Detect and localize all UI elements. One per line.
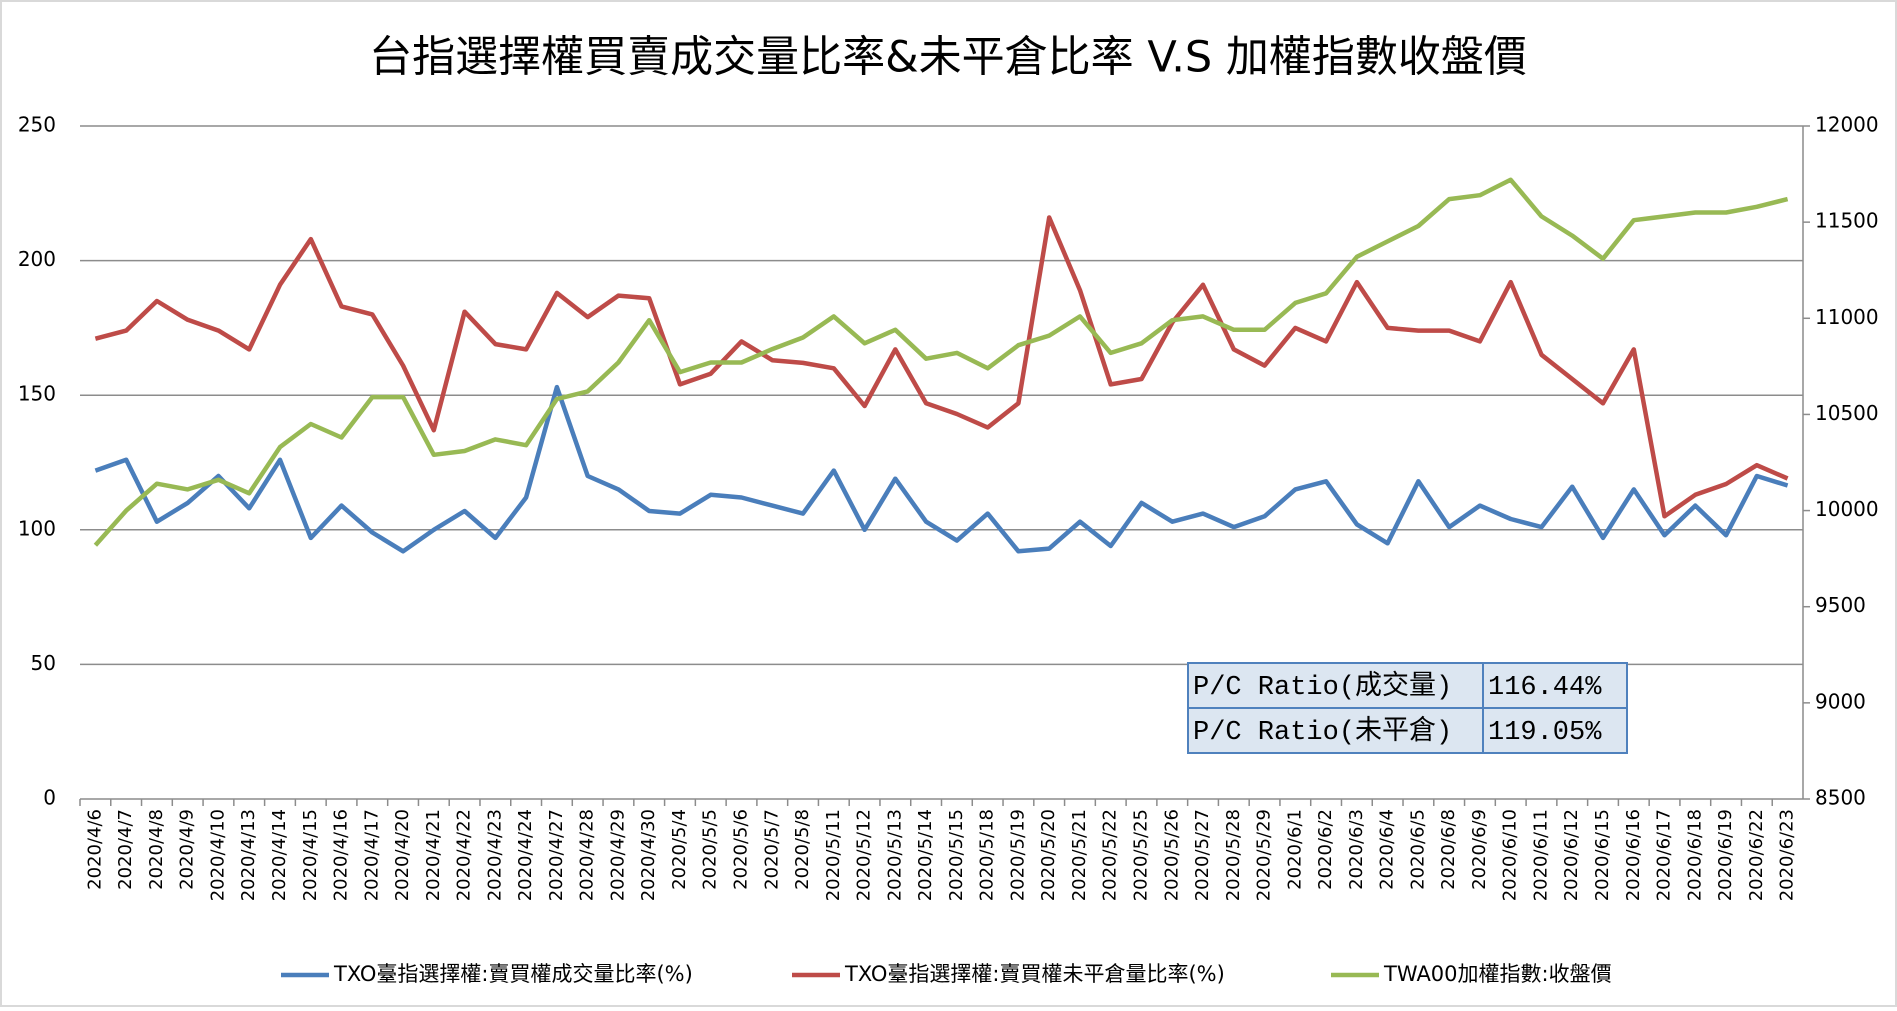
x-tick-label: 2020/4/9 bbox=[177, 809, 198, 890]
y2-tick-label: 10500 bbox=[1815, 401, 1879, 425]
x-tick-label: 2020/5/6 bbox=[731, 809, 752, 890]
x-tick-label: 2020/5/7 bbox=[761, 809, 782, 890]
y2-tick-label: 11500 bbox=[1815, 209, 1879, 233]
legend-label: TXO臺指選擇權:賣買權成交量比率(%) bbox=[333, 962, 693, 986]
y-tick-label: 250 bbox=[18, 113, 56, 137]
x-tick-label: 2020/5/25 bbox=[1130, 809, 1151, 901]
x-tick-label: 2020/6/4 bbox=[1377, 809, 1398, 890]
y-tick-label: 50 bbox=[31, 651, 56, 675]
x-tick-label: 2020/6/16 bbox=[1623, 809, 1644, 901]
x-tick-label: 2020/6/22 bbox=[1746, 809, 1767, 901]
x-tick-label: 2020/5/22 bbox=[1100, 809, 1121, 901]
x-tick-label: 2020/5/14 bbox=[915, 809, 936, 901]
x-tick-label: 2020/4/14 bbox=[269, 809, 290, 901]
x-tick-label: 2020/4/15 bbox=[300, 809, 321, 901]
x-tick-label: 2020/5/11 bbox=[823, 809, 844, 901]
x-tick-label: 2020/5/4 bbox=[669, 809, 690, 890]
pc-ratio-table: P/C Ratio(成交量) 116.44% P/C Ratio(未平倉) 11… bbox=[1187, 662, 1628, 754]
x-tick-label: 2020/5/21 bbox=[1069, 809, 1090, 901]
x-tick-label: 2020/6/11 bbox=[1530, 809, 1551, 901]
x-tick-label: 2020/4/23 bbox=[484, 809, 505, 901]
y2-tick-label: 9500 bbox=[1815, 593, 1866, 617]
x-tick-label: 2020/5/28 bbox=[1223, 809, 1244, 901]
x-tick-label: 2020/5/8 bbox=[792, 809, 813, 890]
table-cell: P/C Ratio(成交量) bbox=[1193, 670, 1452, 703]
x-tick-label: 2020/5/15 bbox=[946, 809, 967, 901]
y2-tick-label: 8500 bbox=[1815, 786, 1866, 810]
y2-tick-label: 12000 bbox=[1815, 113, 1879, 137]
x-tick-label: 2020/6/12 bbox=[1561, 809, 1582, 901]
x-tick-label: 2020/6/10 bbox=[1500, 809, 1521, 901]
x-tick-label: 2020/4/21 bbox=[423, 809, 444, 901]
x-tick-label: 2020/5/20 bbox=[1038, 809, 1059, 901]
x-tick-label: 2020/6/1 bbox=[1284, 809, 1305, 890]
x-tick-label: 2020/6/17 bbox=[1654, 809, 1675, 901]
x-tick-label: 2020/4/17 bbox=[361, 809, 382, 901]
series-line bbox=[94, 384, 1789, 554]
x-tick-label: 2020/5/19 bbox=[1007, 809, 1028, 901]
x-tick-label: 2020/4/13 bbox=[238, 809, 259, 901]
x-tick-label: 2020/5/29 bbox=[1254, 809, 1275, 901]
x-tick-label: 2020/4/24 bbox=[515, 809, 536, 901]
table-cell: 119.05% bbox=[1488, 718, 1602, 748]
x-tick-label: 2020/6/23 bbox=[1777, 809, 1798, 901]
x-tick-label: 2020/4/7 bbox=[115, 809, 136, 890]
y-tick-label: 200 bbox=[18, 247, 56, 271]
x-tick-label: 2020/6/2 bbox=[1315, 809, 1336, 890]
x-tick-label: 2020/5/5 bbox=[700, 809, 721, 890]
x-tick-label: 2020/6/3 bbox=[1346, 809, 1367, 890]
x-tick-label: 2020/5/18 bbox=[977, 809, 998, 901]
x-tick-label: 2020/5/26 bbox=[1161, 809, 1182, 901]
series-line bbox=[93, 177, 1789, 547]
y-tick-label: 100 bbox=[18, 516, 56, 540]
x-tick-label: 2020/6/8 bbox=[1438, 809, 1459, 890]
x-tick-label: 2020/4/6 bbox=[84, 809, 105, 890]
x-tick-label: 2020/4/10 bbox=[207, 809, 228, 901]
x-tick-label: 2020/4/27 bbox=[546, 809, 567, 901]
x-tick-label: 2020/6/15 bbox=[1592, 809, 1613, 901]
x-tick-label: 2020/6/19 bbox=[1715, 809, 1736, 901]
x-tick-label: 2020/5/12 bbox=[854, 809, 875, 901]
x-tick-label: 2020/4/8 bbox=[146, 809, 167, 890]
chart-title: 台指選擇權買賣成交量比率&未平倉比率 V.S 加權指數收盤價 bbox=[369, 33, 1527, 83]
table-cell: P/C Ratio(未平倉) bbox=[1193, 715, 1452, 748]
x-tick-label: 2020/4/30 bbox=[638, 809, 659, 901]
series-line bbox=[94, 215, 1789, 519]
legend-label: TWA00加權指數:收盤價 bbox=[1383, 962, 1612, 986]
x-tick-label: 2020/6/5 bbox=[1407, 809, 1428, 890]
y-tick-label: 150 bbox=[18, 382, 56, 406]
y2-tick-label: 11000 bbox=[1815, 305, 1879, 329]
x-tick-label: 2020/5/13 bbox=[884, 809, 905, 901]
y-tick-label: 0 bbox=[43, 786, 56, 810]
x-tick-label: 2020/4/20 bbox=[392, 809, 413, 901]
x-tick-label: 2020/4/22 bbox=[454, 809, 475, 901]
y2-tick-label: 10000 bbox=[1815, 497, 1879, 521]
x-tick-label: 2020/6/9 bbox=[1469, 809, 1490, 890]
x-tick-label: 2020/6/18 bbox=[1684, 809, 1705, 901]
x-tick-label: 2020/4/28 bbox=[577, 809, 598, 901]
table-cell: 116.44% bbox=[1488, 673, 1602, 703]
legend-label: TXO臺指選擇權:賣買權未平倉量比率(%) bbox=[844, 962, 1225, 986]
x-tick-label: 2020/5/27 bbox=[1192, 809, 1213, 901]
x-tick-label: 2020/4/16 bbox=[331, 809, 352, 901]
y2-tick-label: 9000 bbox=[1815, 689, 1866, 713]
x-tick-label: 2020/4/29 bbox=[607, 809, 628, 901]
